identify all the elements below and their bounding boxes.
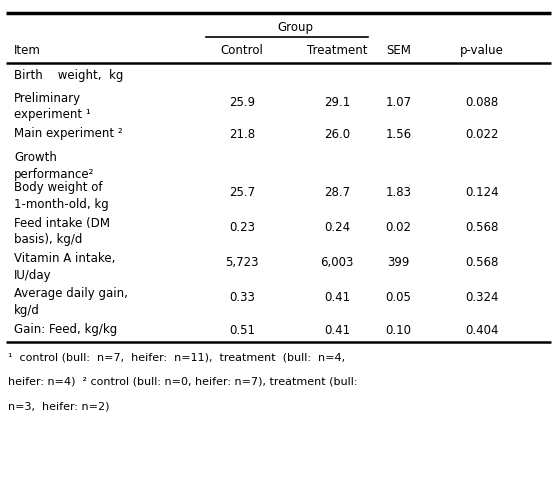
Text: Growth
performance²: Growth performance² [14, 151, 94, 181]
Text: 26.0: 26.0 [324, 128, 350, 141]
Text: 0.568: 0.568 [465, 256, 499, 269]
Text: 25.7: 25.7 [229, 185, 255, 199]
Text: 399: 399 [387, 256, 409, 269]
Text: 0.568: 0.568 [465, 221, 499, 234]
Text: Vitamin A intake,
IU/day: Vitamin A intake, IU/day [14, 252, 115, 282]
Text: 25.9: 25.9 [229, 96, 255, 109]
Text: 5,723: 5,723 [226, 256, 259, 269]
Text: 29.1: 29.1 [324, 96, 350, 109]
Text: p-value: p-value [460, 44, 504, 57]
Text: 21.8: 21.8 [229, 128, 255, 141]
Text: 0.404: 0.404 [465, 324, 499, 337]
Text: 28.7: 28.7 [324, 185, 350, 199]
Text: Gain: Feed, kg/kg: Gain: Feed, kg/kg [14, 323, 117, 336]
Text: SEM: SEM [386, 44, 411, 57]
Text: 1.83: 1.83 [385, 185, 411, 199]
Text: 0.124: 0.124 [465, 185, 499, 199]
Text: 0.324: 0.324 [465, 291, 499, 304]
Text: Treatment: Treatment [307, 44, 367, 57]
Text: 0.51: 0.51 [229, 324, 255, 337]
Text: 1.56: 1.56 [385, 128, 411, 141]
Text: heifer: n=4)  ² control (bull: n=0, heifer: n=7), treatment (bull:: heifer: n=4) ² control (bull: n=0, heife… [8, 377, 358, 387]
Text: ¹  control (bull:  n=7,  heifer:  n=11),  treatment  (bull:  n=4,: ¹ control (bull: n=7, heifer: n=11), tre… [8, 353, 345, 363]
Text: 0.022: 0.022 [465, 128, 499, 141]
Text: Preliminary
experiment ¹: Preliminary experiment ¹ [14, 92, 91, 121]
Text: 0.088: 0.088 [465, 96, 499, 109]
Text: 0.23: 0.23 [229, 221, 255, 234]
Text: 1.07: 1.07 [385, 96, 411, 109]
Text: Group: Group [277, 21, 313, 34]
Text: 0.41: 0.41 [324, 324, 350, 337]
Text: Feed intake (DM
basis), kg/d: Feed intake (DM basis), kg/d [14, 217, 110, 246]
Text: Body weight of
1-month-old, kg: Body weight of 1-month-old, kg [14, 181, 109, 211]
Text: 0.41: 0.41 [324, 291, 350, 304]
Text: Main experiment ²: Main experiment ² [14, 127, 123, 140]
Text: n=3,  heifer: n=2): n=3, heifer: n=2) [8, 401, 110, 411]
Text: 6,003: 6,003 [320, 256, 354, 269]
Text: Average daily gain,
kg/d: Average daily gain, kg/d [14, 287, 128, 317]
Text: 0.05: 0.05 [385, 291, 411, 304]
Text: Control: Control [221, 44, 263, 57]
Text: 0.10: 0.10 [385, 324, 411, 337]
Text: Item: Item [14, 44, 41, 57]
Text: 0.02: 0.02 [385, 221, 411, 234]
Text: Birth    weight,  kg: Birth weight, kg [14, 69, 123, 82]
Text: 0.33: 0.33 [229, 291, 255, 304]
Text: 0.24: 0.24 [324, 221, 350, 234]
